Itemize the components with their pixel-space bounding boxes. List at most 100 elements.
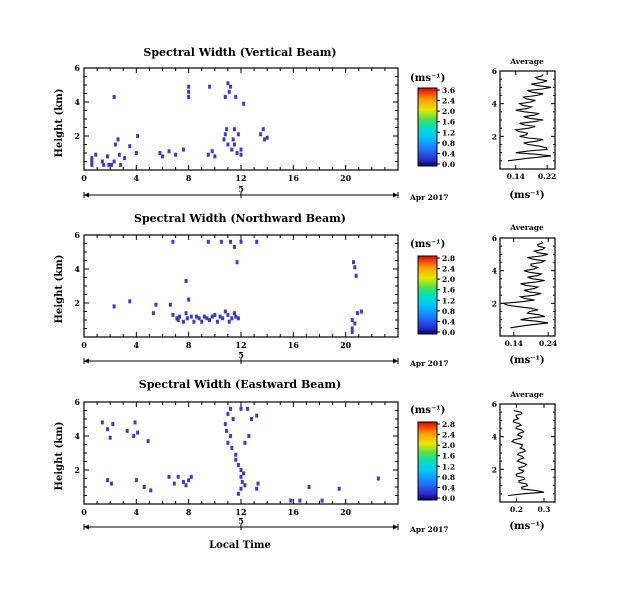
average-xlabel: (ms⁻¹)	[509, 190, 544, 201]
data-cell	[100, 159, 104, 164]
average-xlabel: (ms⁻¹)	[509, 521, 544, 532]
data-cell	[256, 481, 260, 486]
average-y-tick-label: 6	[492, 234, 497, 243]
colorbar-tick-label: 1.6	[442, 118, 455, 127]
colorbar-tick-label: 2.4	[442, 97, 455, 106]
data-cell	[289, 498, 293, 503]
colorbar-gradient	[417, 255, 438, 335]
x-tick-label: 0	[81, 507, 87, 517]
average-y-tick-label: 6	[492, 400, 497, 409]
data-cell	[125, 428, 129, 433]
x-tick-label: 4	[134, 340, 140, 350]
data-cell	[128, 144, 132, 149]
data-cell	[255, 486, 259, 491]
average-x-tick-label: 0.24	[539, 339, 557, 348]
data-cell	[352, 260, 356, 265]
colorbar-tick-label: 0.4	[442, 317, 455, 326]
data-cell	[213, 154, 217, 159]
panel-title: Spectral Width (Vertical Beam)	[143, 46, 336, 59]
colorbar-tick-label: 0.8	[442, 139, 455, 148]
data-cell	[229, 84, 233, 89]
data-cell	[232, 244, 236, 249]
data-cell	[225, 127, 229, 132]
data-cell	[208, 84, 212, 89]
data-cell	[350, 326, 354, 331]
x-tick-label: 20	[340, 173, 352, 183]
date-axis-arrow-right	[393, 358, 398, 364]
data-cell	[189, 314, 193, 319]
data-cell	[167, 149, 171, 154]
data-cell	[181, 319, 185, 324]
data-cell	[210, 149, 214, 154]
data-cell	[265, 135, 269, 140]
data-cell	[136, 430, 140, 435]
colorbar-tick-label: 3.6	[442, 86, 455, 95]
data-cell	[337, 486, 341, 491]
y-axis-label: Height (km)	[54, 255, 65, 324]
data-cell	[239, 474, 243, 479]
x-tick-label: 16	[288, 173, 300, 183]
data-cell	[116, 137, 120, 142]
average-profile-line	[501, 240, 549, 329]
data-cell	[229, 434, 233, 438]
data-cell	[246, 406, 250, 411]
data-cell	[106, 427, 110, 432]
x-tick-label: 12	[235, 507, 246, 517]
data-cell	[232, 311, 236, 316]
data-cell	[263, 137, 267, 142]
data-cell	[227, 319, 231, 324]
colorbar-unit-label: (ms⁻¹)	[410, 405, 445, 416]
average-y-tick-label: 2	[492, 132, 497, 141]
x-tick-label: 8	[186, 507, 192, 517]
data-cell	[205, 316, 209, 321]
date-axis-arrow-left	[84, 192, 89, 198]
data-cell	[184, 483, 188, 488]
y-tick-label: 4	[74, 264, 80, 274]
colorbar: 3.6 2.42.0 1.61.2 0.80.4 0.0	[417, 86, 455, 169]
colorbar-tick-label: 1.2	[442, 296, 455, 305]
data-cell	[255, 239, 259, 244]
average-y-tick-label: 4	[492, 433, 497, 442]
data-cell	[236, 132, 240, 137]
average-x-tick-label: 0.3	[537, 505, 550, 514]
data-cell	[320, 498, 324, 503]
data-cell	[235, 260, 239, 265]
y-tick-label: 4	[74, 97, 80, 107]
data-cell	[255, 413, 259, 418]
data-cell	[222, 137, 226, 142]
average-y-tick-label: 6	[492, 67, 497, 76]
data-cell	[243, 483, 247, 488]
y-axis-label: Height (km)	[54, 89, 65, 158]
data-cell	[229, 406, 233, 411]
data-cell	[298, 498, 302, 503]
data-cell	[261, 127, 265, 132]
data-cell	[236, 462, 240, 467]
data-cell	[226, 440, 230, 445]
data-cell	[90, 159, 94, 164]
data-cell	[223, 309, 227, 314]
data-cell	[353, 321, 357, 326]
x-tick-label: 8	[186, 173, 192, 183]
data-cell	[249, 417, 253, 421]
data-cell	[187, 84, 191, 89]
data-cell	[161, 154, 164, 159]
x-tick-label: 16	[288, 340, 300, 350]
colorbar-tick-label: 1.6	[442, 452, 455, 461]
data-cell	[226, 312, 230, 317]
average-title: Average	[509, 57, 544, 66]
data-cell	[259, 132, 263, 137]
data-cell	[239, 152, 243, 157]
data-cell	[197, 316, 201, 321]
x-axis-label: Local Time	[209, 540, 271, 551]
date-axis-arrow-left	[84, 524, 89, 530]
data-cell	[243, 440, 247, 445]
data-cell	[172, 481, 176, 486]
data-cell	[184, 311, 188, 316]
data-cell	[234, 452, 238, 457]
data-cell	[225, 428, 229, 433]
panel-northward-beam: Spectral Width (Northward Beam) 0 4 8 12 16 2…	[54, 212, 557, 368]
x-tick-label: 0	[81, 173, 87, 183]
data-cell	[90, 162, 94, 167]
